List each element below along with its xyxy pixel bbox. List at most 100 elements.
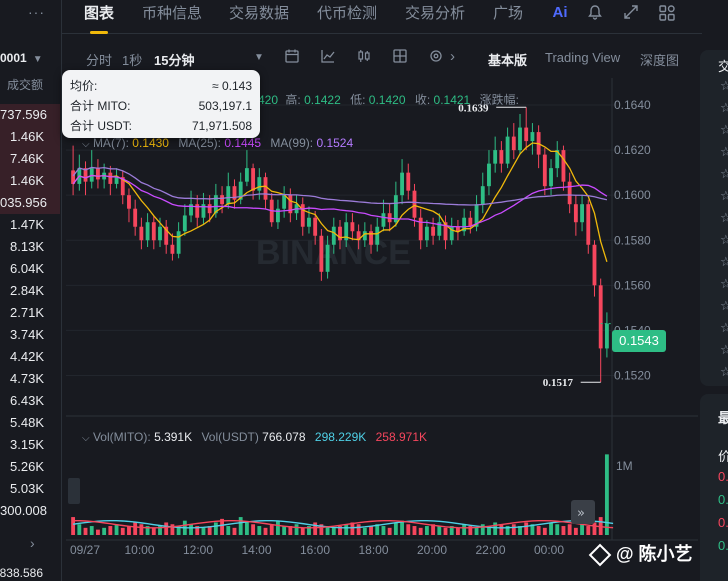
scroll-right-button[interactable] [571, 500, 595, 524]
time-tick-label: 20:00 [417, 543, 447, 557]
expand-icon[interactable] [621, 4, 641, 24]
tab-coin-info[interactable]: 币种信息 [142, 5, 203, 22]
candle-type-icon[interactable] [356, 48, 372, 68]
favorite-star-icon[interactable]: ☆ [720, 276, 728, 291]
volume-bar [269, 524, 274, 535]
candle [201, 204, 206, 218]
favorite-star-icon[interactable]: ☆ [720, 188, 728, 203]
candle [375, 226, 380, 245]
trades-list: 737.596 1.46K 7.46K 1.46K 035.956 1.47K 8.13K 6… [0, 104, 60, 522]
basic-version-button[interactable]: 基本版 [488, 53, 528, 68]
total-mito-value: 503,197.1 [198, 99, 252, 113]
bell-icon[interactable] [585, 4, 605, 24]
candle [120, 177, 125, 196]
chevron-right-icon[interactable]: › [30, 535, 35, 551]
volume-bar [468, 526, 473, 535]
trade-row: 2.71K [10, 305, 44, 320]
favorite-star-icon[interactable]: ☆ [720, 342, 728, 357]
ai-icon[interactable]: Ai [552, 4, 568, 21]
favorite-star-icon[interactable]: ☆ [720, 166, 728, 181]
right-panel: 交 ☆ ☆ ☆ ☆ ☆ ☆ ☆ ☆ ☆ ☆ ☆ ☆ ☆ ☆ [700, 50, 728, 386]
trade-row: 4.73K [10, 371, 44, 386]
candle [462, 217, 467, 232]
layout-icon[interactable] [392, 48, 408, 68]
candle [71, 170, 76, 184]
interval-dropdown-icon[interactable]: ▼ [254, 52, 264, 63]
candle [604, 323, 609, 349]
candle [362, 231, 367, 241]
candle [480, 186, 485, 205]
trade-row: 300.008 [0, 503, 47, 518]
chevron-right-icon[interactable]: › [450, 48, 455, 65]
favorite-star-icon[interactable]: ☆ [720, 254, 728, 269]
more-dots-icon[interactable]: ··· [28, 4, 45, 20]
favorite-star-icon[interactable]: ☆ [720, 210, 728, 225]
candle [449, 226, 454, 241]
candle [424, 226, 429, 241]
volume-bar [431, 524, 436, 535]
tab-token-check[interactable]: 代币检测 [317, 5, 378, 22]
candle [418, 217, 423, 241]
volume-bar [139, 524, 144, 535]
interval-15m[interactable]: 15分钟 [154, 53, 195, 68]
favorite-star-icon[interactable]: ☆ [720, 320, 728, 335]
candlestick-chart[interactable]: 0.16400.16200.16000.15800.15600.15400.15… [66, 78, 698, 568]
tab-square[interactable]: 广场 [493, 5, 524, 22]
candle [549, 168, 553, 187]
tab-chart[interactable]: 图表 [84, 2, 114, 34]
candle [350, 222, 355, 232]
total-mito-label: 合计 MITO: [70, 99, 131, 113]
interval-time[interactable]: 分时 [86, 53, 113, 68]
collapse-icon[interactable]: ⌵ [82, 139, 90, 150]
double-chevron-right-icon: » [577, 506, 585, 521]
candle [176, 231, 181, 254]
volume-bar [158, 526, 162, 535]
interval-1s[interactable]: 1秒 [122, 53, 143, 68]
favorite-star-icon[interactable]: ☆ [720, 100, 728, 115]
candle [170, 244, 175, 254]
indicator-icon[interactable] [320, 48, 336, 68]
tab-trade-analysis[interactable]: 交易分析 [405, 5, 466, 22]
right-panel-title: 交 [718, 59, 728, 74]
scroll-left-button[interactable] [68, 478, 80, 504]
favorite-star-icon[interactable]: ☆ [720, 122, 728, 137]
favorite-star-icon[interactable]: ☆ [720, 298, 728, 313]
candle [586, 204, 591, 245]
candle [443, 222, 448, 241]
grid-icon[interactable] [657, 4, 677, 24]
volume-bar [96, 529, 100, 535]
volume-bar [89, 526, 94, 535]
trade-row: 7.46K [0, 148, 60, 170]
change-label: 涨跌幅: [479, 93, 519, 107]
volume-bar [120, 527, 125, 535]
candle [133, 208, 138, 227]
volume-bar [424, 526, 429, 535]
calendar-icon[interactable] [284, 48, 300, 68]
volume-bar [108, 526, 113, 535]
vol-ma-b: 258.971K [375, 430, 428, 444]
settings-icon[interactable] [428, 48, 444, 68]
favorite-star-icon[interactable]: ☆ [720, 232, 728, 247]
vol-usdt-value: 766.078 [262, 430, 306, 444]
favorite-star-icon[interactable]: ☆ [720, 364, 728, 379]
tab-trade-data[interactable]: 交易数据 [229, 5, 290, 22]
favorite-star-icon[interactable]: ☆ [720, 144, 728, 159]
candle [524, 127, 529, 142]
volume-bar [232, 527, 237, 535]
candle [189, 204, 193, 216]
trade-row: 5.26K [10, 459, 44, 474]
volume-bar [499, 524, 504, 535]
candle [276, 208, 280, 223]
close-label: 收: [414, 93, 431, 107]
candle [207, 204, 212, 214]
favorite-star-icon[interactable]: ☆ [720, 78, 728, 93]
depth-chart-button[interactable]: 深度图 [640, 53, 680, 68]
tradingview-button[interactable]: Trading View [545, 50, 621, 65]
volume-bar [592, 522, 597, 535]
volume-bar [443, 527, 448, 535]
volume-bar [213, 522, 218, 535]
candle [381, 213, 386, 227]
volume-bar [288, 526, 293, 535]
collapse-icon[interactable]: ⌵ [82, 433, 90, 444]
depth-select[interactable]: 0001 ▼ [0, 51, 43, 65]
